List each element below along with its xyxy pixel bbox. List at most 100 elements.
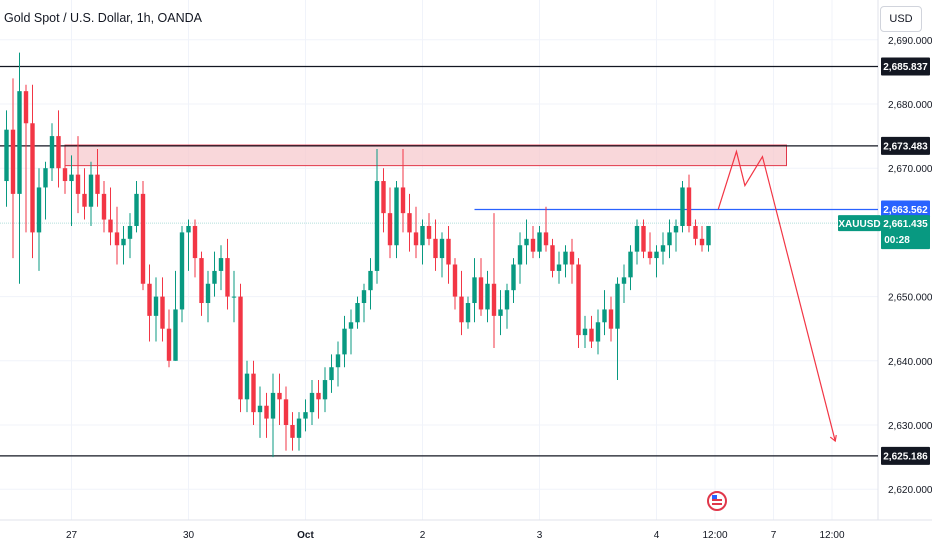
grid-lines [0, 0, 932, 521]
time-tick-label: 27 [66, 530, 78, 541]
candle-body [550, 245, 555, 271]
candle-body [231, 296, 237, 298]
candle-body [290, 425, 295, 438]
candle-body [654, 251, 659, 259]
time-tick-label: 3 [537, 530, 543, 541]
candle-body [147, 283, 152, 316]
candle-body [413, 232, 419, 246]
candle-body [186, 225, 191, 233]
candle-body [407, 213, 412, 233]
price-tick-label: 2,650.000 [888, 293, 932, 304]
candle-body [62, 168, 68, 182]
candle-body [348, 322, 354, 329]
candle-body [108, 219, 113, 233]
candle-body [569, 251, 575, 265]
horizontal-levels [0, 65, 878, 457]
candle-body [680, 187, 685, 226]
candle-body [257, 405, 263, 413]
candle-body [56, 136, 61, 169]
price-level-badge [881, 446, 930, 465]
currency-button[interactable]: USD [880, 6, 922, 32]
candle-body [283, 399, 289, 425]
candle-body [602, 309, 607, 323]
candle-body [530, 238, 536, 252]
resistance-zone [64, 144, 787, 167]
candle-body [166, 328, 172, 361]
candle-body [212, 270, 217, 284]
candle-body [127, 225, 133, 239]
candle-body [524, 238, 529, 246]
candle-body [335, 354, 341, 368]
candle-body [251, 373, 256, 413]
time-axis[interactable]: 27 30 Oct 2 3 4 12:00 7 12:00 [66, 530, 845, 541]
candle-body [556, 264, 562, 271]
candle-body [459, 296, 464, 323]
candle-body [69, 174, 74, 182]
current-price-badge [881, 215, 930, 250]
candle-body [537, 232, 542, 252]
candle-body [478, 277, 484, 310]
candle-body [205, 283, 211, 304]
price-axis[interactable]: 2,690.000 2,680.000 2,670.000 2,650.000 2,64… [888, 36, 932, 496]
candle-body [173, 309, 178, 361]
candle-body [400, 187, 406, 214]
candle-body [4, 129, 9, 182]
candle-body [121, 238, 126, 246]
candle-body [621, 277, 627, 284]
candle-body [134, 193, 139, 226]
candle-body [667, 232, 672, 246]
chart-title: Gold Spot / U.S. Dollar, 1h, OANDA [4, 11, 202, 25]
candle-body [433, 238, 438, 259]
candle-body [95, 174, 100, 194]
candle-body [309, 392, 315, 413]
candle-body [23, 91, 29, 124]
candle-body [543, 232, 549, 246]
candle-body [641, 225, 646, 252]
time-tick-label: 4 [654, 530, 660, 541]
time-tick-label: 12:00 [702, 530, 727, 541]
candle-body [43, 168, 48, 188]
candle-body [17, 91, 22, 194]
candle-body [498, 309, 503, 316]
time-tick-label: 30 [183, 530, 195, 541]
price-tick-label: 2,670.000 [888, 164, 932, 175]
price-level-badge-text: 2,663.562 [883, 205, 928, 216]
candle-body [316, 392, 321, 400]
candle-body [387, 213, 393, 246]
projection-path [717, 149, 837, 443]
time-tick-label: Oct [297, 530, 314, 541]
candle-body [491, 283, 497, 316]
candle-body [504, 290, 510, 310]
price-axis-labels: 2,685.837 2,673.483 2,663.562 2,625.186 XAUU… [838, 57, 930, 465]
price-level-badge [881, 136, 930, 155]
candle-body [361, 290, 367, 304]
candle-body [699, 238, 705, 246]
candle-body [101, 193, 107, 220]
candle-body [342, 328, 347, 355]
candle-body [634, 225, 640, 252]
price-level-badge-text: 2,673.483 [883, 141, 928, 152]
logo-stripe [712, 499, 722, 501]
price-level-badge-text: 2,685.837 [883, 62, 928, 73]
candle-body [368, 270, 373, 291]
candle-body [355, 303, 360, 323]
candle-body [225, 258, 230, 297]
candle-body [179, 232, 185, 310]
flag-logo-icon [707, 491, 727, 511]
price-tick-label: 2,640.000 [888, 357, 932, 368]
candle-body [75, 174, 81, 194]
candle-body [426, 225, 432, 239]
price-level-badge [881, 200, 930, 219]
candle-body [49, 136, 55, 169]
candles [4, 52, 711, 458]
candle-body [140, 193, 146, 284]
candle-body [322, 380, 328, 400]
candle-body [303, 412, 308, 419]
candle-body [82, 193, 87, 207]
candle-body [36, 187, 42, 233]
candle-body [517, 245, 523, 265]
candle-body [160, 296, 165, 329]
candle-body [582, 328, 588, 336]
